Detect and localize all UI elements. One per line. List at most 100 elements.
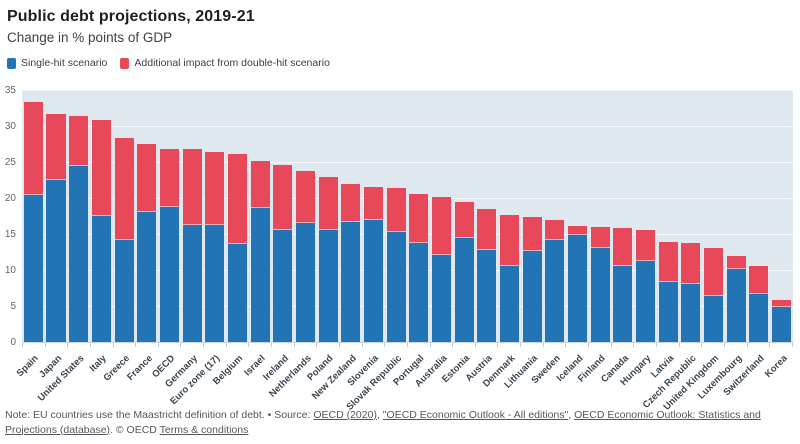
bar-segment-single-hit[interactable] xyxy=(341,222,361,342)
bar-segment-double-hit[interactable] xyxy=(91,119,111,216)
bar-segment-double-hit[interactable] xyxy=(658,241,678,282)
bar-segment-double-hit[interactable] xyxy=(205,151,225,225)
footnote: Note: EU countries use the Maastricht de… xyxy=(5,408,791,437)
bar-segment-single-hit[interactable] xyxy=(567,235,587,342)
bar-segment-double-hit[interactable] xyxy=(635,229,655,261)
bar-segment-single-hit[interactable] xyxy=(658,281,678,342)
x-axis-ticks xyxy=(22,342,793,347)
bar-segment-double-hit[interactable] xyxy=(590,226,610,249)
bar-segment-single-hit[interactable] xyxy=(386,231,406,342)
bar-segment-single-hit[interactable] xyxy=(137,212,157,342)
bar-segment-single-hit[interactable] xyxy=(363,219,383,342)
bar-segment-double-hit[interactable] xyxy=(681,242,701,285)
bar-segment-single-hit[interactable] xyxy=(499,266,519,342)
legend-item-single-hit[interactable]: Single-hit scenario xyxy=(7,57,107,69)
bar-segment-double-hit[interactable] xyxy=(273,164,293,230)
bar-segment-single-hit[interactable] xyxy=(613,266,633,342)
bar-segment-double-hit[interactable] xyxy=(69,115,89,166)
x-tick xyxy=(657,343,680,347)
footnote-link[interactable]: OECD Economic Outlook: Statistics and Pr… xyxy=(5,409,761,436)
bar-segment-single-hit[interactable] xyxy=(227,244,247,342)
bar-segment-double-hit[interactable] xyxy=(431,196,451,255)
x-tick xyxy=(702,343,725,347)
bar-segment-single-hit[interactable] xyxy=(726,268,746,342)
bar-segment-single-hit[interactable] xyxy=(431,254,451,342)
bar-segment-double-hit[interactable] xyxy=(318,177,338,230)
bar-segment-single-hit[interactable] xyxy=(703,295,723,342)
bar-segment-double-hit[interactable] xyxy=(341,183,361,223)
bar-austria xyxy=(475,90,498,342)
chart-subtitle: Change in % points of GDP xyxy=(7,30,173,45)
bar-segment-double-hit[interactable] xyxy=(454,202,474,239)
bar-segment-single-hit[interactable] xyxy=(250,208,270,342)
bar-segment-single-hit[interactable] xyxy=(23,195,43,342)
bar-segment-single-hit[interactable] xyxy=(522,251,542,342)
footnote-link[interactable]: Terms & conditions xyxy=(159,423,249,436)
bar-segment-double-hit[interactable] xyxy=(726,256,746,269)
bar-segment-double-hit[interactable] xyxy=(182,149,202,226)
bar-segment-single-hit[interactable] xyxy=(205,224,225,342)
bar-canada xyxy=(611,90,634,342)
bar-segment-single-hit[interactable] xyxy=(46,180,66,342)
bar-czech-republic xyxy=(679,90,702,342)
footnote-text: , xyxy=(568,409,575,421)
bar-segment-double-hit[interactable] xyxy=(386,187,406,232)
bar-segment-single-hit[interactable] xyxy=(749,293,769,342)
footnote-link[interactable]: OECD (2020) xyxy=(313,409,377,421)
bar-united-kingdom xyxy=(702,90,725,342)
bar-luxembourg xyxy=(725,90,748,342)
bar-segment-double-hit[interactable] xyxy=(409,194,429,244)
bar-france xyxy=(135,90,158,342)
bar-segment-double-hit[interactable] xyxy=(46,113,66,180)
gridline xyxy=(22,162,793,163)
bar-segment-single-hit[interactable] xyxy=(409,243,429,342)
bar-segment-double-hit[interactable] xyxy=(159,149,179,207)
bar-segment-single-hit[interactable] xyxy=(681,284,701,342)
x-tick xyxy=(227,343,250,347)
bar-segment-single-hit[interactable] xyxy=(69,165,89,342)
footnote-link[interactable]: "OECD Economic Outlook - All editions" xyxy=(382,409,569,421)
bar-segment-double-hit[interactable] xyxy=(23,101,43,196)
footnote-text: , xyxy=(376,409,383,421)
bar-segment-single-hit[interactable] xyxy=(454,238,474,342)
x-tick xyxy=(385,343,408,347)
bar-segment-single-hit[interactable] xyxy=(545,239,565,342)
bar-segment-double-hit[interactable] xyxy=(522,217,542,252)
bar-segment-double-hit[interactable] xyxy=(771,299,792,307)
bar-segment-single-hit[interactable] xyxy=(182,225,202,342)
legend-swatch-icon xyxy=(7,57,16,69)
y-tick-label: 0 xyxy=(10,336,16,348)
bar-segment-double-hit[interactable] xyxy=(137,144,157,213)
x-tick xyxy=(612,343,635,347)
x-tick xyxy=(340,343,363,347)
bar-segment-double-hit[interactable] xyxy=(295,171,315,224)
bar-segment-double-hit[interactable] xyxy=(499,215,519,267)
x-tick xyxy=(589,343,612,347)
bar-segment-double-hit[interactable] xyxy=(250,161,270,209)
bar-segment-double-hit[interactable] xyxy=(477,208,497,250)
bar-segment-double-hit[interactable] xyxy=(545,220,565,240)
legend-item-double-hit[interactable]: Additional impact from double-hit scenar… xyxy=(120,57,330,69)
bar-segment-single-hit[interactable] xyxy=(114,239,134,342)
bar-segment-single-hit[interactable] xyxy=(318,229,338,342)
bar-israel xyxy=(249,90,272,342)
bar-segment-double-hit[interactable] xyxy=(227,154,247,245)
bar-segment-double-hit[interactable] xyxy=(363,187,383,220)
bar-segment-double-hit[interactable] xyxy=(567,226,587,236)
bar-segment-single-hit[interactable] xyxy=(477,249,497,342)
bar-segment-single-hit[interactable] xyxy=(590,248,610,342)
bar-segment-single-hit[interactable] xyxy=(295,223,315,342)
bar-segment-single-hit[interactable] xyxy=(273,229,293,342)
x-tick xyxy=(249,343,273,347)
bar-segment-double-hit[interactable] xyxy=(703,247,723,296)
bar-segment-single-hit[interactable] xyxy=(635,260,655,342)
bar-segment-double-hit[interactable] xyxy=(114,137,134,240)
y-tick-label: 30 xyxy=(4,120,16,132)
bar-segment-double-hit[interactable] xyxy=(613,228,633,267)
bar-segment-single-hit[interactable] xyxy=(771,306,792,342)
x-tick xyxy=(748,343,771,347)
bar-segment-double-hit[interactable] xyxy=(749,265,769,294)
bar-segment-single-hit[interactable] xyxy=(91,216,111,342)
bar-segment-single-hit[interactable] xyxy=(159,206,179,342)
